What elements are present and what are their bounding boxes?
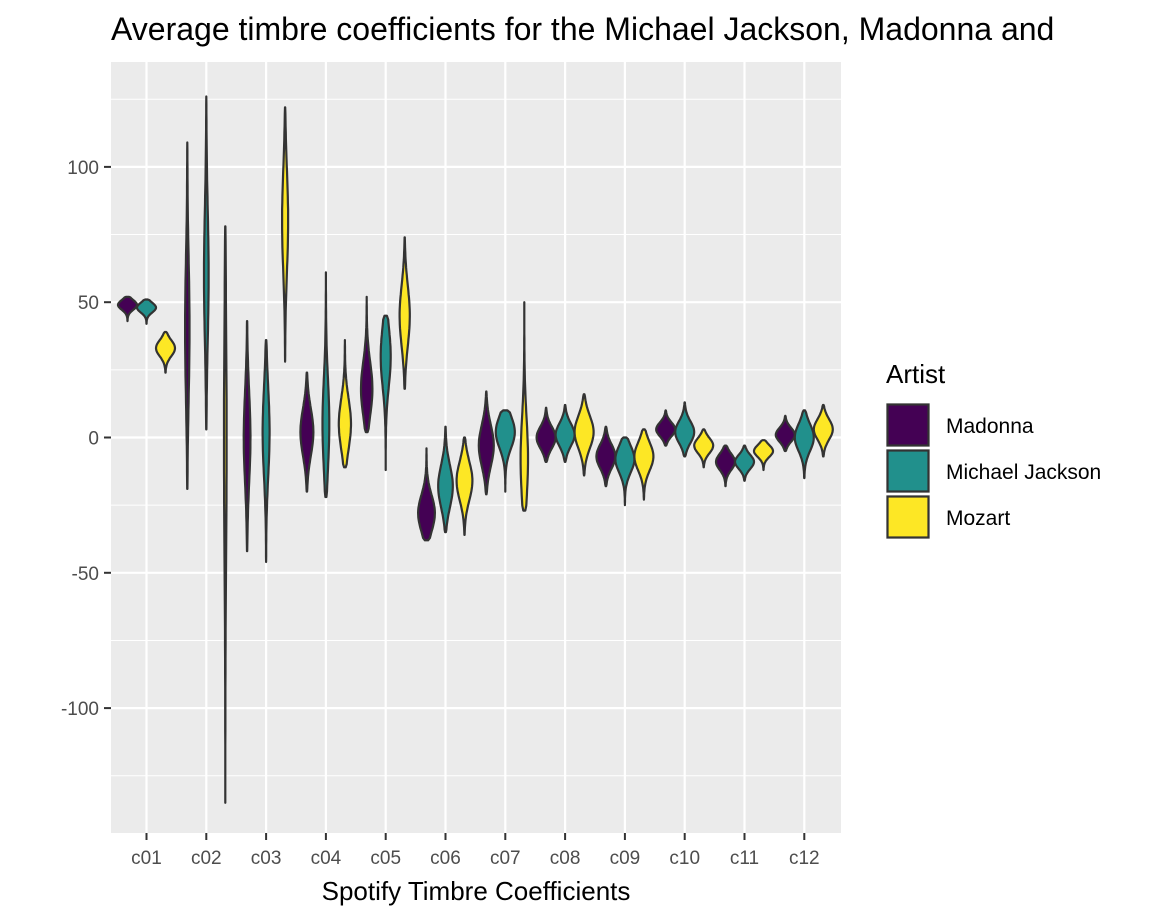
violin-michael-jackson-c07 <box>494 409 516 493</box>
violin-mozart-c05 <box>398 236 411 390</box>
x-tick-label: c08 <box>550 848 581 869</box>
y-tick-label: 100 <box>67 158 99 179</box>
y-tick-label: -50 <box>72 564 99 585</box>
violin-mozart-c10 <box>693 428 715 469</box>
x-tick-label: c11 <box>730 848 759 869</box>
violin-mozart-c07 <box>519 301 530 512</box>
violin-michael-jackson-c09 <box>614 436 636 507</box>
x-tick-label: c05 <box>370 848 401 869</box>
violin-michael-jackson-c04 <box>321 271 331 499</box>
legend-swatch <box>886 403 930 447</box>
violin-madonna-c05 <box>359 295 374 434</box>
violin-madonna-c09 <box>595 425 617 488</box>
violin-madonna-c06 <box>417 447 436 542</box>
plot-panel <box>111 62 841 833</box>
x-tick-label: c10 <box>669 848 700 869</box>
violin-madonna-c11 <box>714 444 737 488</box>
violin-madonna-c12 <box>774 414 796 453</box>
legend-title: Artist <box>886 359 946 389</box>
violin-madonna-c03 <box>242 320 252 553</box>
violin-michael-jackson-c08 <box>554 403 576 463</box>
violin-madonna-c10 <box>655 409 677 447</box>
x-axis: c01 c02 c03 c04 c05 c06 c07 c08 c09 c10 c11 c12 <box>131 833 820 869</box>
violin-mozart-c06 <box>455 436 474 537</box>
violin-mozart-c11 <box>752 439 775 472</box>
violin-mozart-c02 <box>222 225 228 804</box>
x-tick-label: c03 <box>251 848 282 869</box>
violin-michael-jackson-c10 <box>674 401 696 458</box>
violin-michael-jackson-c01 <box>135 298 158 325</box>
legend-label: Mozart <box>946 507 1010 530</box>
x-tick-label: c01 <box>131 848 162 869</box>
violin-madonna-c08 <box>535 406 557 463</box>
x-tick-label: c02 <box>191 848 222 869</box>
y-tick-label: -100 <box>61 699 99 720</box>
violin-madonna-c01 <box>116 295 139 323</box>
y-axis: 100 50 0 -50 -100 <box>61 158 111 720</box>
violin-madonna-c02 <box>184 141 191 490</box>
violin-mozart-c12 <box>812 403 834 458</box>
legend-label: Madonna <box>946 415 1034 438</box>
violin-michael-jackson-c06 <box>437 425 454 534</box>
violin-michael-jackson-c05 <box>379 314 392 472</box>
violin-mozart-c01 <box>154 330 177 374</box>
legend-swatch <box>886 449 930 493</box>
legend-swatch <box>886 495 930 539</box>
y-tick-label: 50 <box>78 293 99 314</box>
violin-michael-jackson-c03 <box>261 339 271 564</box>
violin-mozart-c04 <box>337 339 353 469</box>
violin-michael-jackson-c02 <box>202 95 210 431</box>
x-tick-label: c06 <box>430 848 461 869</box>
violin-madonna-c04 <box>299 371 315 493</box>
y-tick-label: 0 <box>88 429 99 450</box>
violin-mozart-c09 <box>633 428 655 501</box>
x-tick-label: c07 <box>490 848 521 869</box>
legend: Artist Madonna Michael Jackson Mozart <box>886 359 1101 539</box>
chart-title: Average timbre coefficients for the Mich… <box>111 11 1054 47</box>
violin-mozart-c03 <box>281 106 290 363</box>
x-tick-label: c12 <box>789 848 820 869</box>
violins <box>116 95 834 804</box>
violin-madonna-c07 <box>477 390 495 496</box>
violin-michael-jackson-c11 <box>733 444 756 482</box>
x-tick-label: c09 <box>610 848 641 869</box>
x-tick-label: c04 <box>311 848 342 869</box>
legend-label: Michael Jackson <box>946 461 1101 484</box>
x-axis-title: Spotify Timbre Coefficients <box>322 876 631 906</box>
violin-michael-jackson-c12 <box>793 409 815 480</box>
violin-mozart-c08 <box>573 393 595 477</box>
